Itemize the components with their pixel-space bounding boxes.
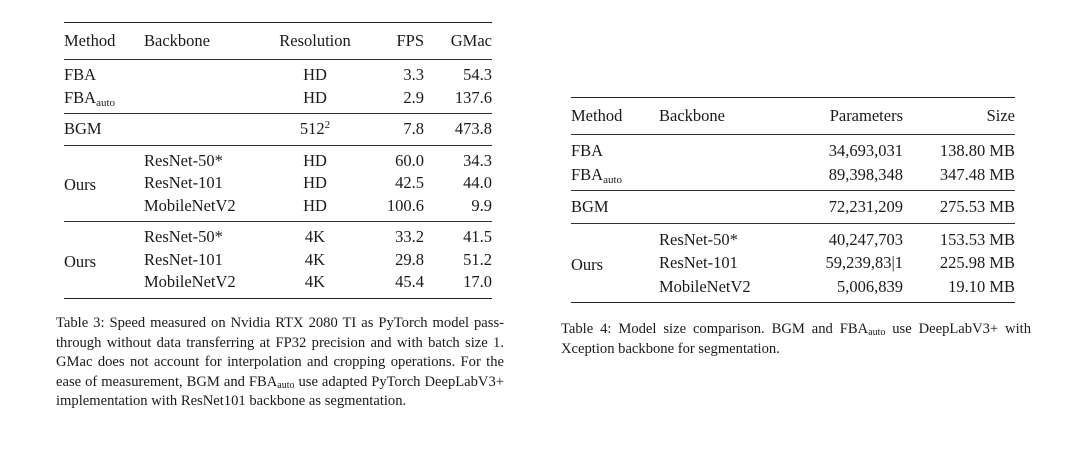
gmac-cell: 34.3 <box>463 150 492 170</box>
gmac-cell: 17.0 <box>463 272 492 291</box>
size-cell: 19.10 MB <box>948 276 1015 296</box>
fps-cell: 3.3 <box>403 65 424 84</box>
header-fps: FPS <box>396 31 424 50</box>
parameters-cell: 5,006,839 <box>837 276 903 296</box>
method-cell: BGM <box>571 197 609 216</box>
resolution-cell: HD <box>303 173 327 192</box>
table-header-row: Method Backbone Parameters Size <box>571 97 1015 135</box>
fps-cell: 60.0 <box>395 150 424 170</box>
method-cell: BGM <box>64 119 102 138</box>
method-cell: FBA <box>571 141 604 160</box>
backbone-cell: ResNet-101 <box>144 249 223 269</box>
table-row: BGM 72,231,209 275.53 MB <box>571 190 1015 224</box>
table-row: BGM 5122 7.8 473.8 <box>64 113 492 146</box>
gmac-cell: 54.3 <box>463 65 492 84</box>
resolution-cell: 4K <box>304 249 326 269</box>
resolution-cell: 4K <box>304 272 326 291</box>
method-cell: FBAauto <box>64 87 116 109</box>
table-row: Ours ResNet-50* 4K 33.2 41.5 <box>64 221 492 271</box>
table-4: Method Backbone Parameters Size FBA 34,6… <box>571 97 1015 303</box>
gmac-cell: 473.8 <box>454 119 492 138</box>
resolution-cell: 4K <box>304 227 326 246</box>
table-row: ResNet-101 59,239,83|1 225.98 MB <box>571 251 1015 275</box>
size-cell: 225.98 MB <box>939 253 1015 272</box>
backbone-cell: MobileNetV2 <box>144 195 236 215</box>
backbone-cell: ResNet-50* <box>144 227 223 246</box>
size-cell: 275.53 MB <box>939 197 1015 216</box>
method-cell: Ours <box>571 255 604 274</box>
size-cell: 347.48 MB <box>939 164 1015 184</box>
method-cell: Ours <box>64 175 97 194</box>
gmac-cell: 41.5 <box>463 227 492 246</box>
gmac-cell: 44.0 <box>463 173 492 192</box>
fps-cell: 100.6 <box>386 195 424 215</box>
backbone-cell: ResNet-50* <box>144 150 223 170</box>
method-cell: Ours <box>64 251 97 271</box>
parameters-cell: 40,247,703 <box>828 229 903 249</box>
gmac-cell: 51.2 <box>463 249 492 269</box>
table-4-caption: Table 4: Model size comparison. BGM and … <box>561 321 1031 357</box>
resolution-cell: HD <box>303 150 327 170</box>
backbone-cell: ResNet-101 <box>659 253 738 272</box>
header-method: Method <box>64 31 116 50</box>
table-row: Ours ResNet-50* HD 60.0 34.3 <box>64 145 492 194</box>
method-cell: FBAauto <box>571 164 623 186</box>
fps-cell: 7.8 <box>403 119 424 138</box>
resolution-cell: HD <box>303 87 327 107</box>
table-3: Method Backbone Resolution FPS GMac FBA … <box>64 22 492 299</box>
table-row: FBA HD 3.3 54.3 <box>64 59 492 87</box>
fps-cell: 45.4 <box>395 272 424 291</box>
parameters-cell: 34,693,031 <box>828 141 903 160</box>
resolution-cell: HD <box>303 195 327 215</box>
backbone-cell: ResNet-50* <box>659 229 738 249</box>
header-resolution: Resolution <box>279 31 351 50</box>
table-row: MobileNetV2 HD 100.6 9.9 <box>64 195 492 222</box>
table-row: ResNet-101 HD 42.5 44.0 <box>64 172 492 195</box>
size-cell: 153.53 MB <box>939 229 1015 249</box>
resolution-cell: 5122 <box>299 119 331 138</box>
header-backbone: Backbone <box>144 31 210 50</box>
gmac-cell: 9.9 <box>471 195 492 215</box>
table-row: FBA 34,693,031 138.80 MB <box>571 134 1015 163</box>
resolution-cell: HD <box>303 65 327 84</box>
table-row: ResNet-101 4K 29.8 51.2 <box>64 249 492 272</box>
table-row: FBAauto HD 2.9 137.6 <box>64 87 492 114</box>
fps-cell: 29.8 <box>395 249 424 269</box>
table-row: MobileNetV2 4K 45.4 17.0 <box>64 271 492 298</box>
method-cell: FBA <box>64 65 97 84</box>
gmac-cell: 137.6 <box>454 87 492 107</box>
backbone-cell: ResNet-101 <box>144 173 223 192</box>
fps-cell: 42.5 <box>395 173 424 192</box>
header-method: Method <box>571 106 623 125</box>
backbone-cell: MobileNetV2 <box>659 276 751 296</box>
table-row: Ours ResNet-50* 40,247,703 153.53 MB <box>571 223 1015 274</box>
fps-cell: 33.2 <box>395 227 424 246</box>
table-header-row: Method Backbone Resolution FPS GMac <box>64 22 492 60</box>
table-row: FBAauto 89,398,348 347.48 MB <box>571 163 1015 191</box>
header-parameters: Parameters <box>829 106 903 125</box>
parameters-cell: 72,231,209 <box>828 197 903 216</box>
parameters-cell: 89,398,348 <box>828 164 903 184</box>
header-gmac: GMac <box>450 31 492 50</box>
header-size: Size <box>986 106 1015 125</box>
backbone-cell: MobileNetV2 <box>144 272 236 291</box>
fps-cell: 2.9 <box>403 87 424 107</box>
header-backbone: Backbone <box>659 106 725 125</box>
table-3-caption: Table 3: Speed measured on Nvidia RTX 20… <box>56 315 504 410</box>
size-cell: 138.80 MB <box>939 141 1015 160</box>
table-row: MobileNetV2 5,006,839 19.10 MB <box>571 275 1015 303</box>
parameters-cell: 59,239,83|1 <box>825 253 903 272</box>
